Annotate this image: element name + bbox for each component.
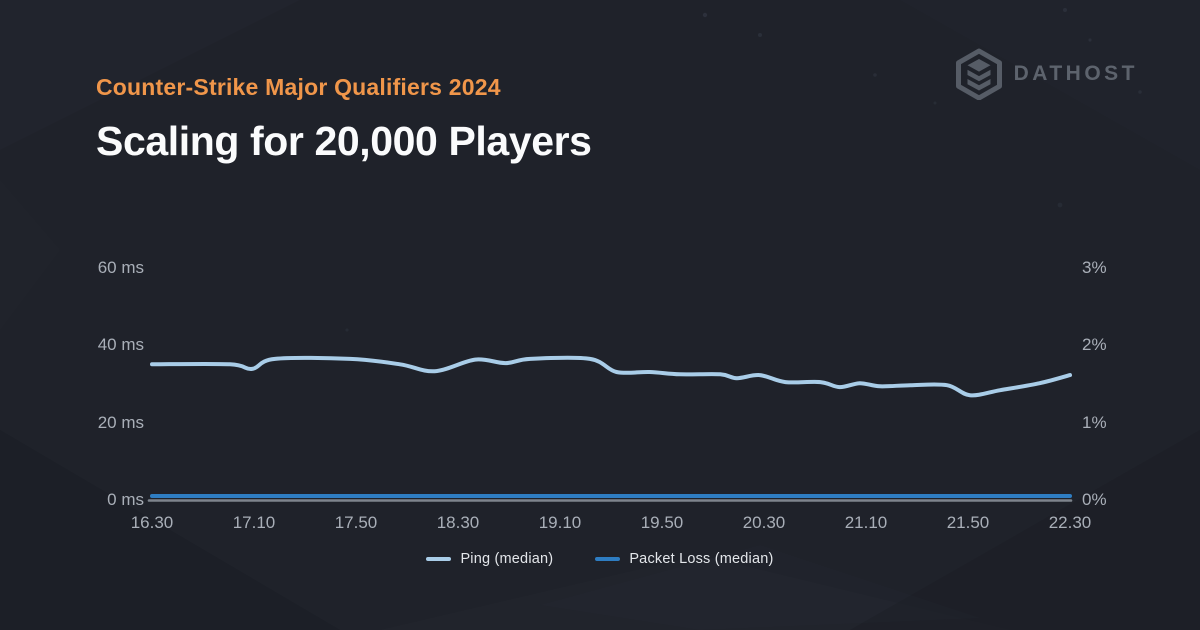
legend-swatch-ping-median (426, 557, 452, 561)
x-axis-tick: 22.30 (1048, 513, 1092, 532)
x-axis-tick: 18.30 (436, 513, 480, 532)
x-axis-tick: 21.10 (844, 513, 888, 532)
legend-label-packet-loss-median: Packet Loss (median) (629, 551, 774, 567)
x-axis-tick: 19.10 (538, 513, 582, 532)
y-axis-left-tick: 40 ms (97, 335, 144, 355)
legend-item-packet-loss-median: Packet Loss (median) (595, 551, 773, 567)
y-axis-right-tick: 1% (1082, 412, 1107, 432)
x-axis-tick: 21.50 (946, 513, 990, 532)
x-axis-tick: 19.50 (640, 513, 684, 532)
brand-wordmark: DATHOST (1013, 62, 1138, 85)
y-axis-right-tick: 0% (1082, 490, 1107, 509)
y-axis-left-tick: 0 ms (107, 490, 144, 509)
legend-label-ping-median: Ping (median) (460, 551, 554, 567)
brand-logo: DATHOST (954, 48, 1138, 100)
y-axis-right-tick: 2% (1082, 335, 1107, 355)
header: Counter-Strike Major Qualifiers 2024 Sca… (96, 74, 592, 165)
y-axis-left-tick: 60 ms (97, 258, 144, 277)
legend: Ping (median) Packet Loss (median) (0, 551, 1200, 567)
eyebrow-label: Counter-Strike Major Qualifiers 2024 (96, 74, 501, 100)
series-line-ping-median (150, 355, 1072, 398)
x-axis-tick: 17.50 (334, 513, 378, 532)
x-axis-tick: 20.30 (742, 513, 786, 532)
page-title: Scaling for 20,000 Players (96, 118, 592, 164)
x-axis-tick: 16.30 (130, 513, 174, 532)
y-axis-right-tick: 3% (1082, 258, 1107, 277)
dathost-stacked-layers-hexagon-icon (955, 48, 1002, 100)
x-axis-tick: 17.10 (232, 513, 276, 532)
legend-item-ping-median: Ping (median) (426, 551, 553, 567)
y-axis-left-tick: 20 ms (97, 412, 144, 432)
legend-swatch-packet-loss-median (595, 557, 621, 561)
